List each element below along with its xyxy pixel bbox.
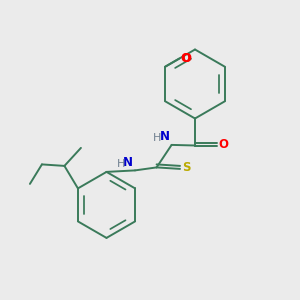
Text: N: N: [123, 156, 133, 169]
Text: H: H: [153, 133, 161, 143]
Text: O: O: [180, 52, 190, 65]
Text: S: S: [182, 161, 190, 174]
Text: O: O: [218, 137, 228, 151]
Text: H: H: [117, 159, 125, 169]
Text: O: O: [181, 52, 191, 65]
Text: N: N: [160, 130, 170, 143]
